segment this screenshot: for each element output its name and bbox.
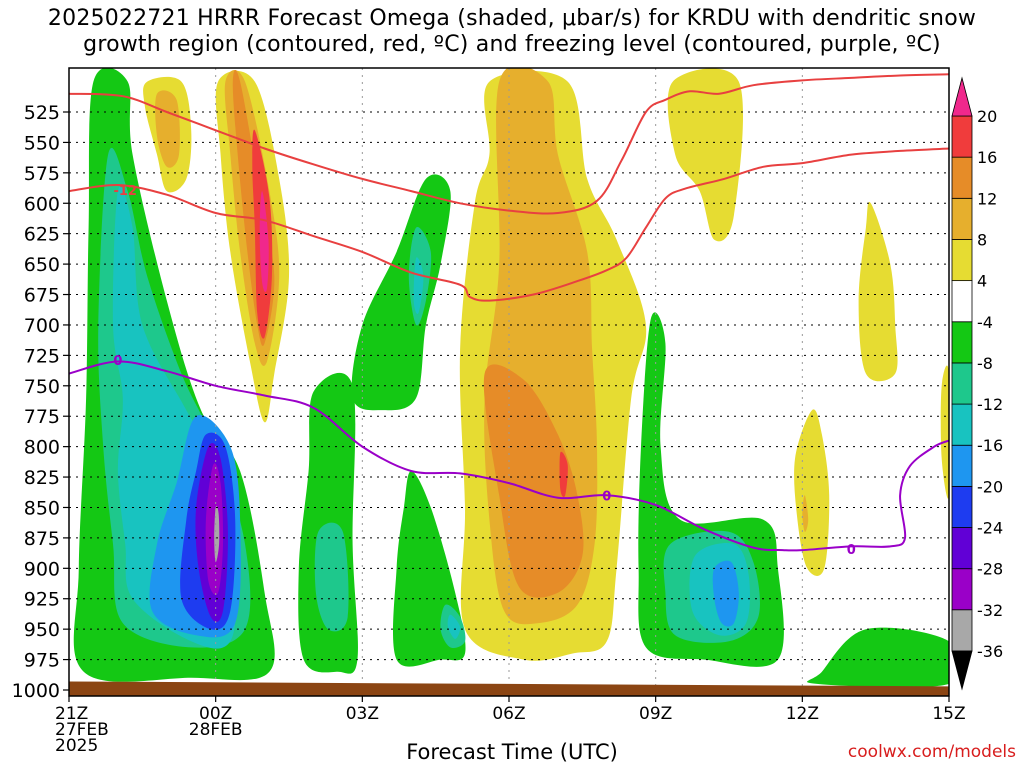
colorbar-segment <box>951 444 973 487</box>
y-tick-label: 900 <box>24 558 60 580</box>
x-tick-label: 15Z <box>932 704 965 724</box>
colorbar-label: -32 <box>977 601 1003 620</box>
x-tick-label: 09Z <box>639 704 672 724</box>
y-tick-label: 925 <box>24 589 60 611</box>
colorbar-segment <box>951 280 973 323</box>
credit-text: coolwx.com/models <box>847 742 1016 762</box>
contour-labels: -12 0 0 0 <box>113 184 856 558</box>
omega-region-35 <box>802 495 809 532</box>
colorbar-segment <box>951 527 973 570</box>
y-tick-label: 575 <box>24 163 60 185</box>
y-tick-label: 750 <box>24 376 60 398</box>
colorbar-label: -4 <box>977 313 993 332</box>
x-axis-title: Forecast Time (UTC) <box>406 740 618 764</box>
omega-region-36 <box>940 365 949 499</box>
x-tick-label: 2025 <box>55 736 98 756</box>
y-tick-label: 800 <box>24 437 60 459</box>
colorbar-label: 16 <box>977 148 997 167</box>
isotherm--12 <box>69 147 949 302</box>
colorbar-segment <box>951 239 973 282</box>
contour-label: 0 <box>602 489 611 504</box>
y-tick-label: 975 <box>24 650 60 672</box>
y-tick-label: 825 <box>24 467 60 489</box>
y-tick-label: 1000 <box>12 680 60 702</box>
omega-region-31 <box>559 451 568 498</box>
y-tick-label: 875 <box>24 528 60 550</box>
omega-region-10 <box>351 174 451 411</box>
x-tick-label: 00Z <box>199 704 232 724</box>
colorbar-label: -8 <box>977 354 993 373</box>
x-tick-label: 06Z <box>492 704 525 724</box>
colorbar-segment <box>951 609 973 652</box>
colorbar-label: -16 <box>977 436 1003 455</box>
x-tick-label: 28FEB <box>189 720 243 740</box>
x-tick-label: 21Z <box>55 704 88 724</box>
colorbar-segment <box>951 485 973 528</box>
colorbar-segment <box>951 568 973 611</box>
omega-region-15 <box>447 614 461 639</box>
colorbar-label: 12 <box>977 189 997 208</box>
colorbar-segment <box>951 362 973 405</box>
contour-label: -12 <box>113 184 137 199</box>
colorbar-segment <box>951 403 973 446</box>
colorbar-label: -20 <box>977 477 1003 496</box>
x-tick-label: 12Z <box>786 704 819 724</box>
y-tick-label: 850 <box>24 497 60 519</box>
omega-region-20 <box>807 627 949 688</box>
x-tick-label: 27FEB <box>55 720 109 740</box>
y-tick-label: 650 <box>24 254 60 276</box>
y-tick-label: 550 <box>24 132 60 154</box>
colorbar-segment <box>951 197 973 240</box>
y-tick-label: 525 <box>24 102 60 124</box>
y-tick-label: 675 <box>24 285 60 307</box>
omega-region-19 <box>712 560 739 627</box>
freezing-level-contour <box>69 360 949 552</box>
colorbar-label: 20 <box>977 107 997 126</box>
colorbar-max-arrow <box>951 76 973 117</box>
colorbar-label: -24 <box>977 519 1003 538</box>
colorbar-segment <box>951 156 973 199</box>
omega-region-7 <box>214 505 220 563</box>
y-tick-label: 600 <box>24 193 60 215</box>
contour-label: 0 <box>847 543 856 558</box>
y-tick-label: 775 <box>24 406 60 428</box>
colorbar-label: -28 <box>977 560 1003 579</box>
y-tick-label: 625 <box>24 224 60 246</box>
y-tick-label: 700 <box>24 315 60 337</box>
isotherm--18 <box>69 73 949 215</box>
colorbar-segment <box>951 321 973 364</box>
omega-shading <box>73 68 949 688</box>
colorbar-min-arrow <box>951 650 973 691</box>
chart-title-line2: growth region (contoured, red, ºC) and f… <box>83 32 941 57</box>
chart-title-line1: 2025022721 HRRR Forecast Omega (shaded, … <box>47 6 977 31</box>
colorbar-label: 8 <box>977 230 987 249</box>
ground-surface <box>69 681 949 696</box>
ground-layer <box>69 681 949 696</box>
contour-label: 0 <box>113 354 122 369</box>
temperature-contours <box>69 73 949 552</box>
x-tick-label: 03Z <box>346 704 379 724</box>
colorbar-label: 4 <box>977 272 987 291</box>
omega-region-33 <box>858 201 898 382</box>
colorbar-segment <box>951 115 973 158</box>
colorbar-label: -36 <box>977 642 1003 661</box>
y-tick-label: 950 <box>24 619 60 641</box>
omega-region-30 <box>483 364 584 598</box>
colorbar: -36 -32 -28 -24 -20 -16 -12 -8 -4 4 8 12 16 20 <box>951 76 1003 691</box>
y-axis: 525 550 575 600 625 650 675 700 725 750 775 800 825 8… <box>12 102 69 702</box>
colorbar-label: -12 <box>977 395 1003 414</box>
y-tick-label: 725 <box>24 345 60 367</box>
omega-region-9 <box>314 522 349 632</box>
omega-region-27 <box>259 191 269 293</box>
omega-region-12 <box>413 257 424 314</box>
omega-region-34 <box>794 409 830 576</box>
